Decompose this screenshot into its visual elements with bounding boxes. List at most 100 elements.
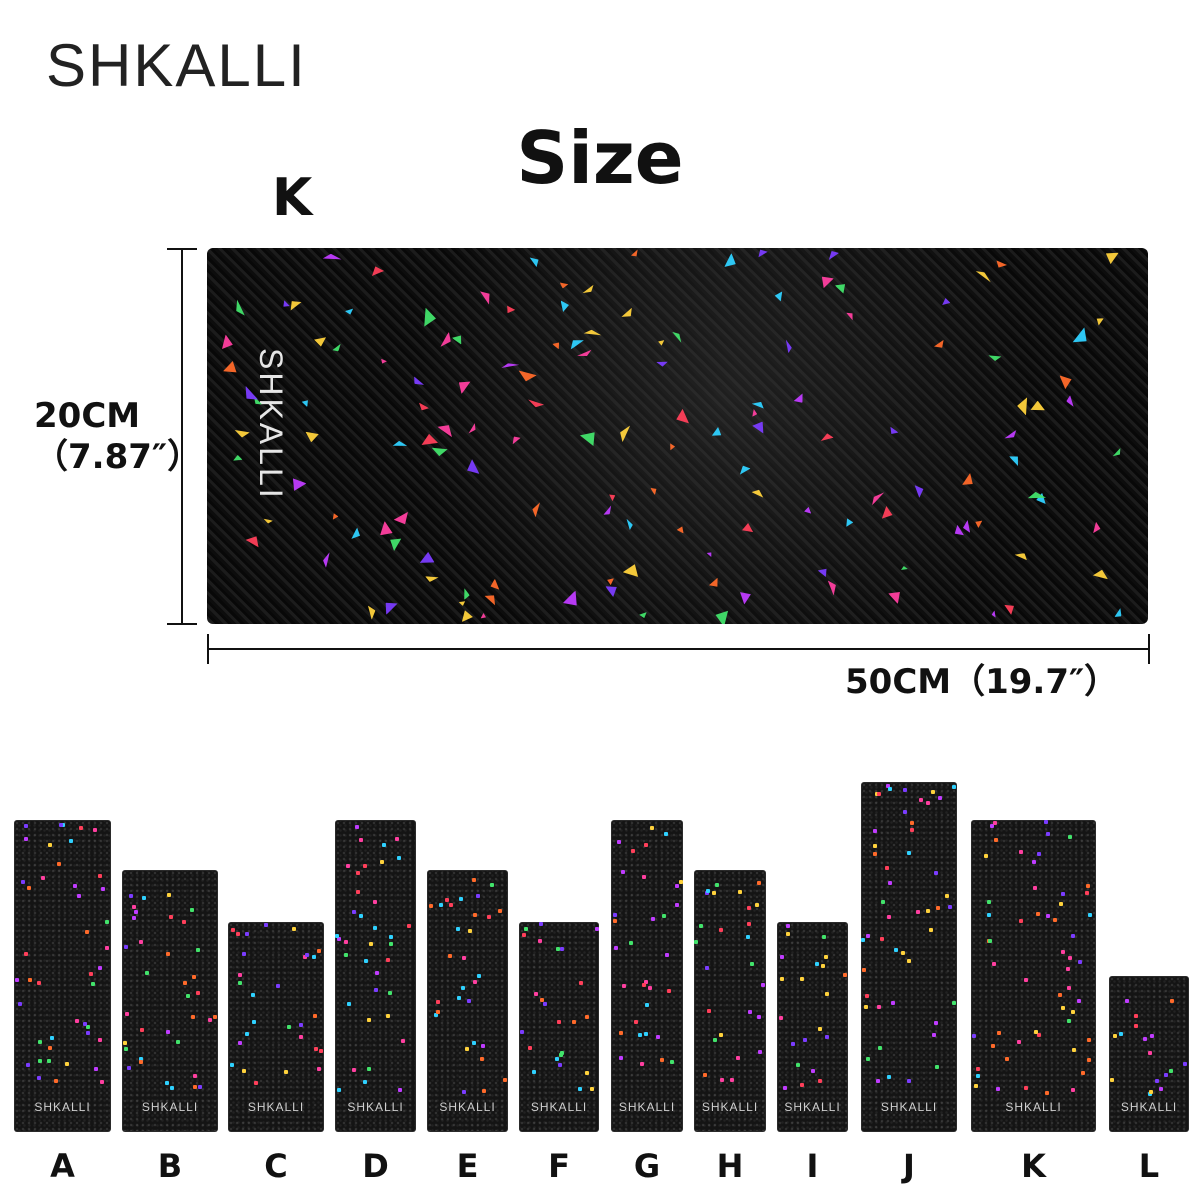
- glitter-flake: [437, 420, 456, 439]
- glitter-dot: [643, 1032, 648, 1037]
- glitter-dot: [736, 1055, 741, 1060]
- glitter-dot: [318, 1048, 323, 1053]
- glitter-dot: [533, 992, 538, 997]
- glitter-dot: [538, 938, 543, 943]
- glitter-dot: [134, 910, 139, 915]
- glitter-dot: [89, 972, 94, 977]
- glitter-dot: [705, 966, 710, 971]
- glitter-dot: [906, 959, 911, 964]
- glitter-dot: [747, 905, 752, 910]
- variant-card-a: SHKALLI: [14, 820, 111, 1132]
- glitter-dot: [1087, 1057, 1092, 1062]
- glitter-dot: [368, 942, 373, 947]
- glitter-dot: [887, 1075, 892, 1080]
- glitter-dot: [663, 831, 668, 836]
- variant-letter-k: K: [1021, 1147, 1046, 1185]
- glitter-dot: [93, 828, 98, 833]
- glitter-dot: [641, 875, 646, 880]
- glitter-dot: [99, 1080, 104, 1085]
- glitter-flake: [1003, 430, 1018, 442]
- glitter-dot: [532, 1069, 537, 1074]
- glitter-dot: [902, 787, 907, 792]
- glitter-dot: [992, 820, 997, 825]
- glitter-dot: [363, 863, 368, 868]
- glitter-dot: [675, 883, 680, 888]
- glitter-dot: [355, 890, 360, 895]
- glitter-dot: [358, 913, 363, 918]
- glitter-dot: [756, 1015, 761, 1020]
- glitter-dot: [448, 903, 453, 908]
- glitter-flake: [625, 518, 635, 531]
- glitter-dot: [397, 855, 401, 860]
- glitter-dot: [698, 923, 703, 928]
- glitter-dot: [664, 952, 669, 957]
- glitter-dot: [944, 893, 949, 898]
- glitter-dot: [1081, 1070, 1086, 1075]
- glitter-flake: [942, 298, 951, 305]
- glitter-dot: [612, 912, 617, 917]
- glitter-flake: [462, 588, 471, 600]
- glitter-dot: [1086, 1038, 1091, 1043]
- glitter-flake: [467, 423, 478, 435]
- glitter-flake: [379, 358, 387, 365]
- glitter-flake: [706, 550, 713, 557]
- glitter-flake: [281, 300, 291, 309]
- glitter-dot: [481, 1088, 486, 1093]
- glitter-dot: [312, 954, 317, 959]
- glitter-dot: [802, 1038, 807, 1043]
- glitter-dot: [472, 877, 477, 882]
- glitter-dot: [720, 1078, 725, 1083]
- glitter-dot: [195, 991, 200, 996]
- glitter-dot: [738, 889, 743, 894]
- variant-letter-j: J: [903, 1147, 915, 1185]
- glitter-dot: [57, 862, 62, 867]
- glitter-dot: [123, 1041, 128, 1046]
- glitter-dot: [594, 927, 599, 932]
- glitter-dot: [931, 1032, 936, 1037]
- glitter-dot: [23, 824, 28, 829]
- glitter-dot: [760, 982, 765, 987]
- glitter-flake: [381, 597, 400, 614]
- glitter-dot: [843, 973, 848, 978]
- glitter-dot: [934, 871, 939, 876]
- glitter-dot: [888, 881, 893, 886]
- glitter-dot: [976, 1067, 981, 1072]
- glitter-dot: [461, 1089, 466, 1094]
- variant-card-logo: SHKALLI: [701, 1100, 759, 1114]
- glitter-dot: [166, 893, 171, 898]
- glitter-dot: [990, 824, 995, 829]
- glitter-dot: [20, 880, 25, 885]
- glitter-dot: [251, 1019, 256, 1024]
- glitter-dot: [388, 935, 393, 940]
- glitter-dot: [241, 952, 246, 957]
- variant-letter-h: H: [716, 1147, 744, 1185]
- glitter-flake: [480, 613, 486, 619]
- glitter-dot: [230, 1063, 235, 1068]
- glitter-dot: [719, 1032, 724, 1037]
- glitter-dot: [866, 934, 871, 939]
- glitter-dot: [379, 860, 384, 865]
- glitter-flake: [751, 409, 757, 417]
- glitter-dot: [539, 922, 544, 927]
- glitter-dot: [585, 1070, 590, 1075]
- glitter-dot: [785, 931, 790, 936]
- glitter-dot: [170, 1085, 175, 1090]
- glitter-dot: [487, 915, 492, 920]
- glitter-flake: [416, 401, 429, 413]
- glitter-flake: [504, 304, 516, 316]
- glitter-dot: [1113, 1033, 1118, 1038]
- glitter-flake: [455, 376, 473, 394]
- glitter-dot: [183, 980, 188, 985]
- glitter-dot: [880, 937, 885, 942]
- glitter-dot: [298, 1034, 303, 1039]
- glitter-dot: [893, 947, 898, 952]
- glitter-flake: [233, 428, 250, 439]
- glitter-dot: [473, 912, 478, 917]
- glitter-flake: [583, 328, 601, 336]
- height-label: 20CM （7.87″）: [34, 396, 201, 478]
- glitter-flake: [287, 297, 303, 310]
- glitter-flake: [1009, 453, 1022, 468]
- glitter-dot: [937, 796, 942, 801]
- glitter-dot: [242, 1069, 247, 1074]
- glitter-flake: [480, 288, 494, 305]
